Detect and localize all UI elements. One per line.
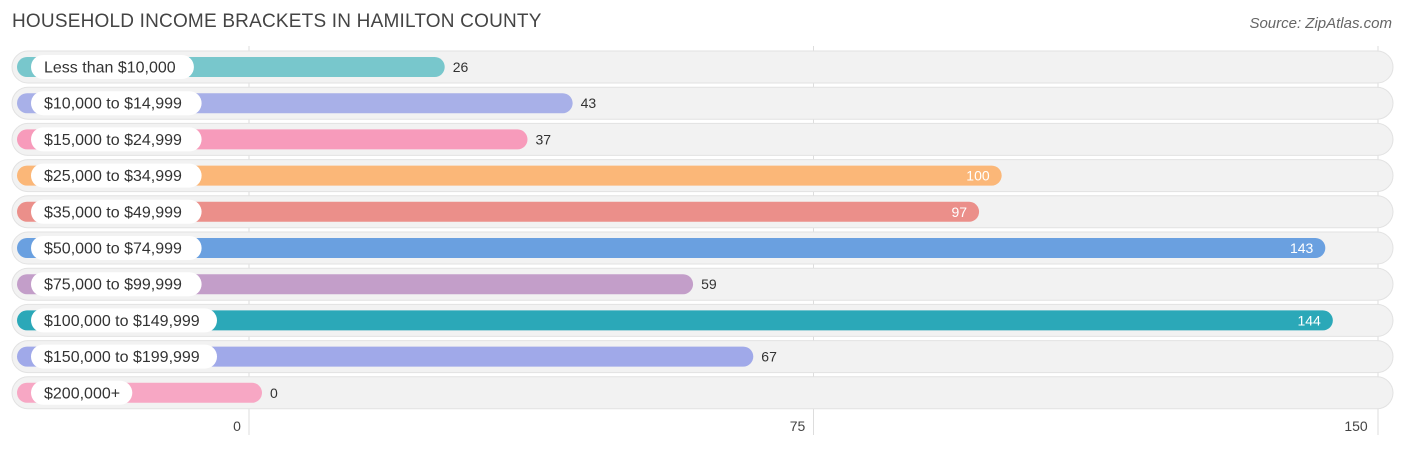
category-label: $10,000 to $14,999 xyxy=(44,96,182,113)
category-label: $15,000 to $24,999 xyxy=(44,132,182,149)
value-label: 97 xyxy=(952,204,968,220)
chart-title: HOUSEHOLD INCOME BRACKETS IN HAMILTON CO… xyxy=(12,11,542,32)
category-label-pill xyxy=(31,272,202,297)
category-label-pill xyxy=(31,163,202,188)
category-label: $100,000 to $149,999 xyxy=(44,313,200,330)
category-label: $150,000 to $199,999 xyxy=(44,349,200,366)
category-label: $200,000+ xyxy=(44,385,120,402)
value-label: 67 xyxy=(761,349,777,365)
category-label-pill xyxy=(31,91,202,116)
value-label: 144 xyxy=(1297,312,1321,328)
category-label: $75,000 to $99,999 xyxy=(44,277,182,294)
x-tick-label: 150 xyxy=(1344,418,1368,434)
category-label: $35,000 to $49,999 xyxy=(44,204,182,221)
bar xyxy=(17,165,1002,186)
bar-row: Less than $10,000 26 xyxy=(11,50,1394,84)
value-label: 100 xyxy=(966,168,990,184)
value-label: 143 xyxy=(1290,240,1314,256)
bar-row: $75,000 to $99,999 59 xyxy=(11,267,1394,301)
category-label: Less than $10,000 xyxy=(44,60,176,77)
category-label-pill xyxy=(31,55,194,79)
value-label: 59 xyxy=(701,276,717,292)
bar xyxy=(17,310,1333,331)
category-label: $25,000 to $34,999 xyxy=(44,168,182,185)
x-tick-label: 0 xyxy=(233,418,241,434)
source-note: Source: ZipAtlas.com xyxy=(1249,15,1392,32)
category-label-pill xyxy=(31,127,202,152)
bar-row: $25,000 to $34,999 100 xyxy=(11,159,1394,193)
bar-row: $100,000 to $149,999 144 xyxy=(11,303,1394,337)
category-label-pill xyxy=(31,380,133,405)
category-label-pill xyxy=(31,199,202,224)
category-label-pill xyxy=(31,308,217,333)
category-label-pill xyxy=(31,344,217,369)
bar-row: $50,000 to $74,999 143 xyxy=(11,231,1394,265)
value-label: 43 xyxy=(581,95,597,111)
value-label: 37 xyxy=(535,131,551,147)
bar-row: $15,000 to $24,999 37 xyxy=(11,122,1394,156)
bar xyxy=(17,238,1326,258)
x-tick-label: 75 xyxy=(790,418,806,434)
bar-row: $10,000 to $14,999 43 xyxy=(11,86,1394,120)
value-label: 0 xyxy=(270,385,278,401)
bar-row: $200,000+ 0 xyxy=(11,376,1394,410)
bar xyxy=(17,201,980,222)
bar-row: $35,000 to $49,999 97 xyxy=(11,195,1394,229)
row-track xyxy=(11,376,1394,410)
value-label: 26 xyxy=(453,59,469,75)
bar-row: $150,000 to $199,999 67 xyxy=(11,340,1394,374)
category-label-pill xyxy=(31,236,202,260)
category-label: $50,000 to $74,999 xyxy=(44,241,182,258)
